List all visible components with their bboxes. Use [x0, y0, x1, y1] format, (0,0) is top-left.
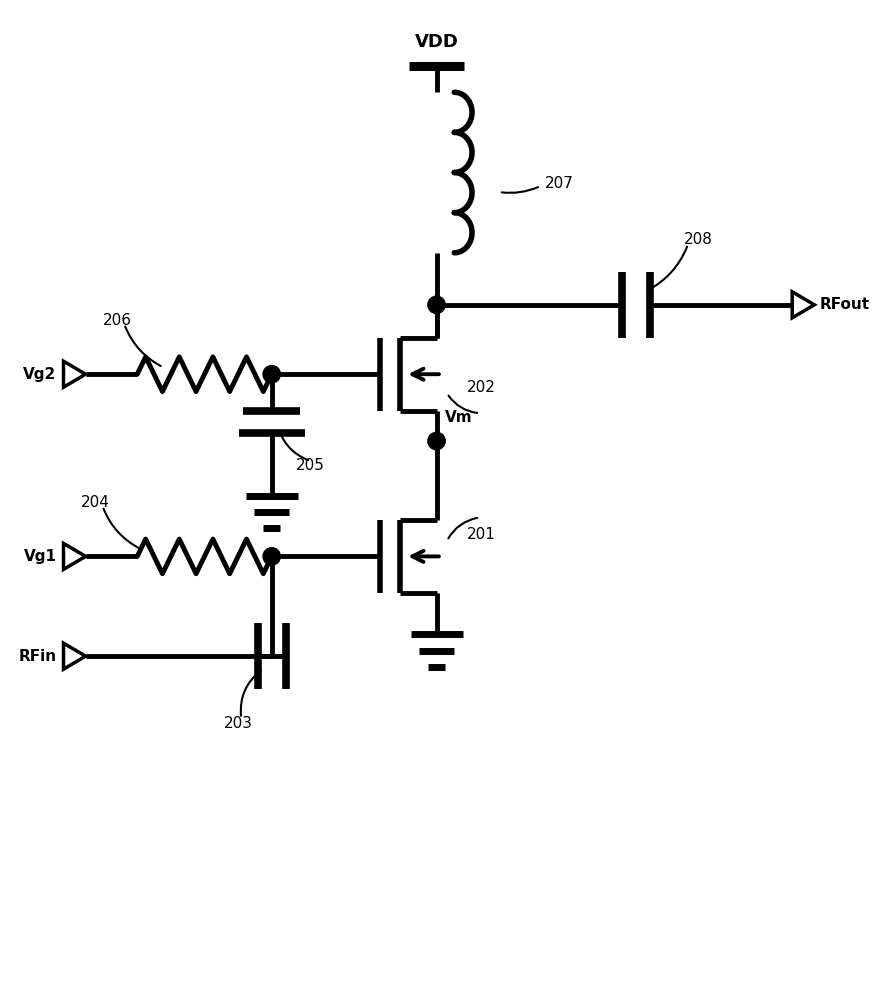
Text: 208: 208: [683, 232, 713, 247]
Circle shape: [263, 366, 281, 383]
Text: 203: 203: [224, 716, 253, 731]
Text: Vg1: Vg1: [24, 549, 57, 564]
Text: VDD: VDD: [415, 33, 458, 51]
Text: Vg2: Vg2: [23, 367, 57, 382]
Text: 202: 202: [467, 380, 495, 395]
Text: RFout: RFout: [819, 297, 870, 312]
Circle shape: [263, 548, 281, 565]
Text: Vm: Vm: [445, 410, 472, 425]
Text: 206: 206: [102, 313, 132, 328]
Text: 207: 207: [545, 176, 574, 191]
Text: RFin: RFin: [19, 649, 57, 664]
Text: 204: 204: [81, 495, 109, 510]
Text: 205: 205: [296, 458, 325, 473]
Circle shape: [428, 432, 445, 450]
Text: 201: 201: [467, 527, 495, 542]
Circle shape: [428, 296, 445, 313]
